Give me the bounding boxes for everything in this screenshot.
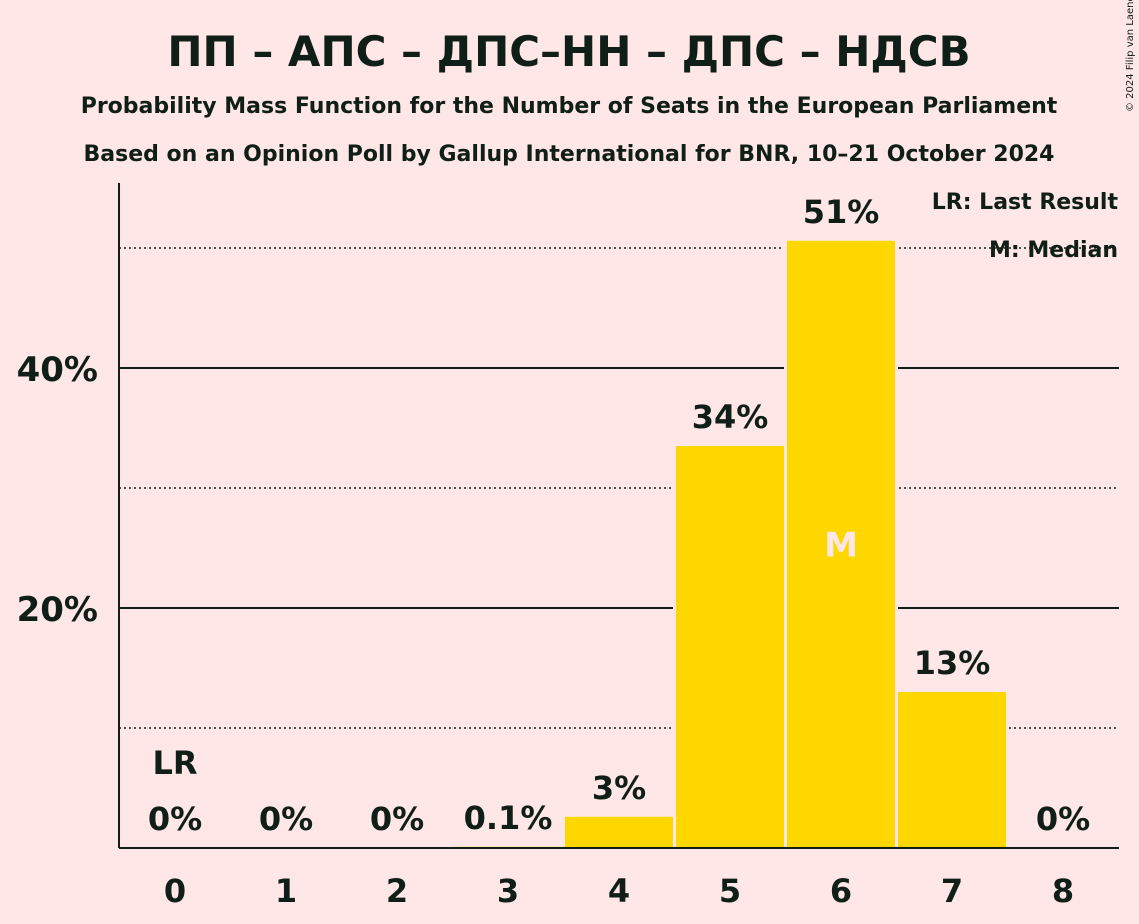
chart-title: ПП – АПС – ДПС–НН – ДПС – НДСВ	[167, 27, 970, 76]
chart-subtitle-2: Based on an Opinion Poll by Gallup Inter…	[84, 142, 1055, 167]
gridlines	[119, 247, 1119, 729]
x-tick-label: 3	[497, 872, 519, 910]
value-label: 3%	[592, 769, 646, 807]
x-tick-label: 1	[275, 872, 297, 910]
bar	[787, 240, 895, 849]
x-tick-label: 2	[386, 872, 408, 910]
value-label: 51%	[803, 193, 880, 231]
value-label: 0%	[370, 800, 424, 838]
value-label: 0%	[259, 800, 313, 838]
value-label: 13%	[914, 644, 991, 682]
y-tick-label: 40%	[17, 350, 98, 390]
value-label: 0.1%	[464, 799, 553, 837]
copyright-text: © 2024 Filip van Laenen	[1125, 0, 1136, 112]
x-tick-label: 0	[164, 872, 186, 910]
legend-median: M: Median	[989, 238, 1118, 263]
bar-gap	[451, 843, 565, 848]
value-label: 0%	[1036, 800, 1090, 838]
x-tick-label: 6	[830, 872, 852, 910]
x-tick-label: 4	[608, 872, 630, 910]
x-tick-label: 8	[1052, 872, 1074, 910]
labels-group: 20% 40% 0% 0 0% 1 0% 2 0.1% 3 3% 4 34% 5 51% 6 13% 7 0% 8 LR…	[17, 193, 1091, 910]
y-tick-label: 20%	[17, 590, 98, 630]
last-result-marker: LR	[152, 744, 197, 782]
bar	[676, 446, 784, 848]
chart-subtitle-1: Probability Mass Function for the Number…	[81, 94, 1058, 119]
bar	[565, 816, 673, 848]
x-tick-label: 7	[941, 872, 963, 910]
value-label: 0%	[148, 800, 202, 838]
value-label: 34%	[692, 398, 769, 436]
bar	[898, 692, 1006, 848]
bars-group	[451, 237, 1009, 849]
x-tick-label: 5	[719, 872, 741, 910]
legend-last-result: LR: Last Result	[932, 190, 1119, 215]
median-marker: M	[824, 525, 858, 565]
